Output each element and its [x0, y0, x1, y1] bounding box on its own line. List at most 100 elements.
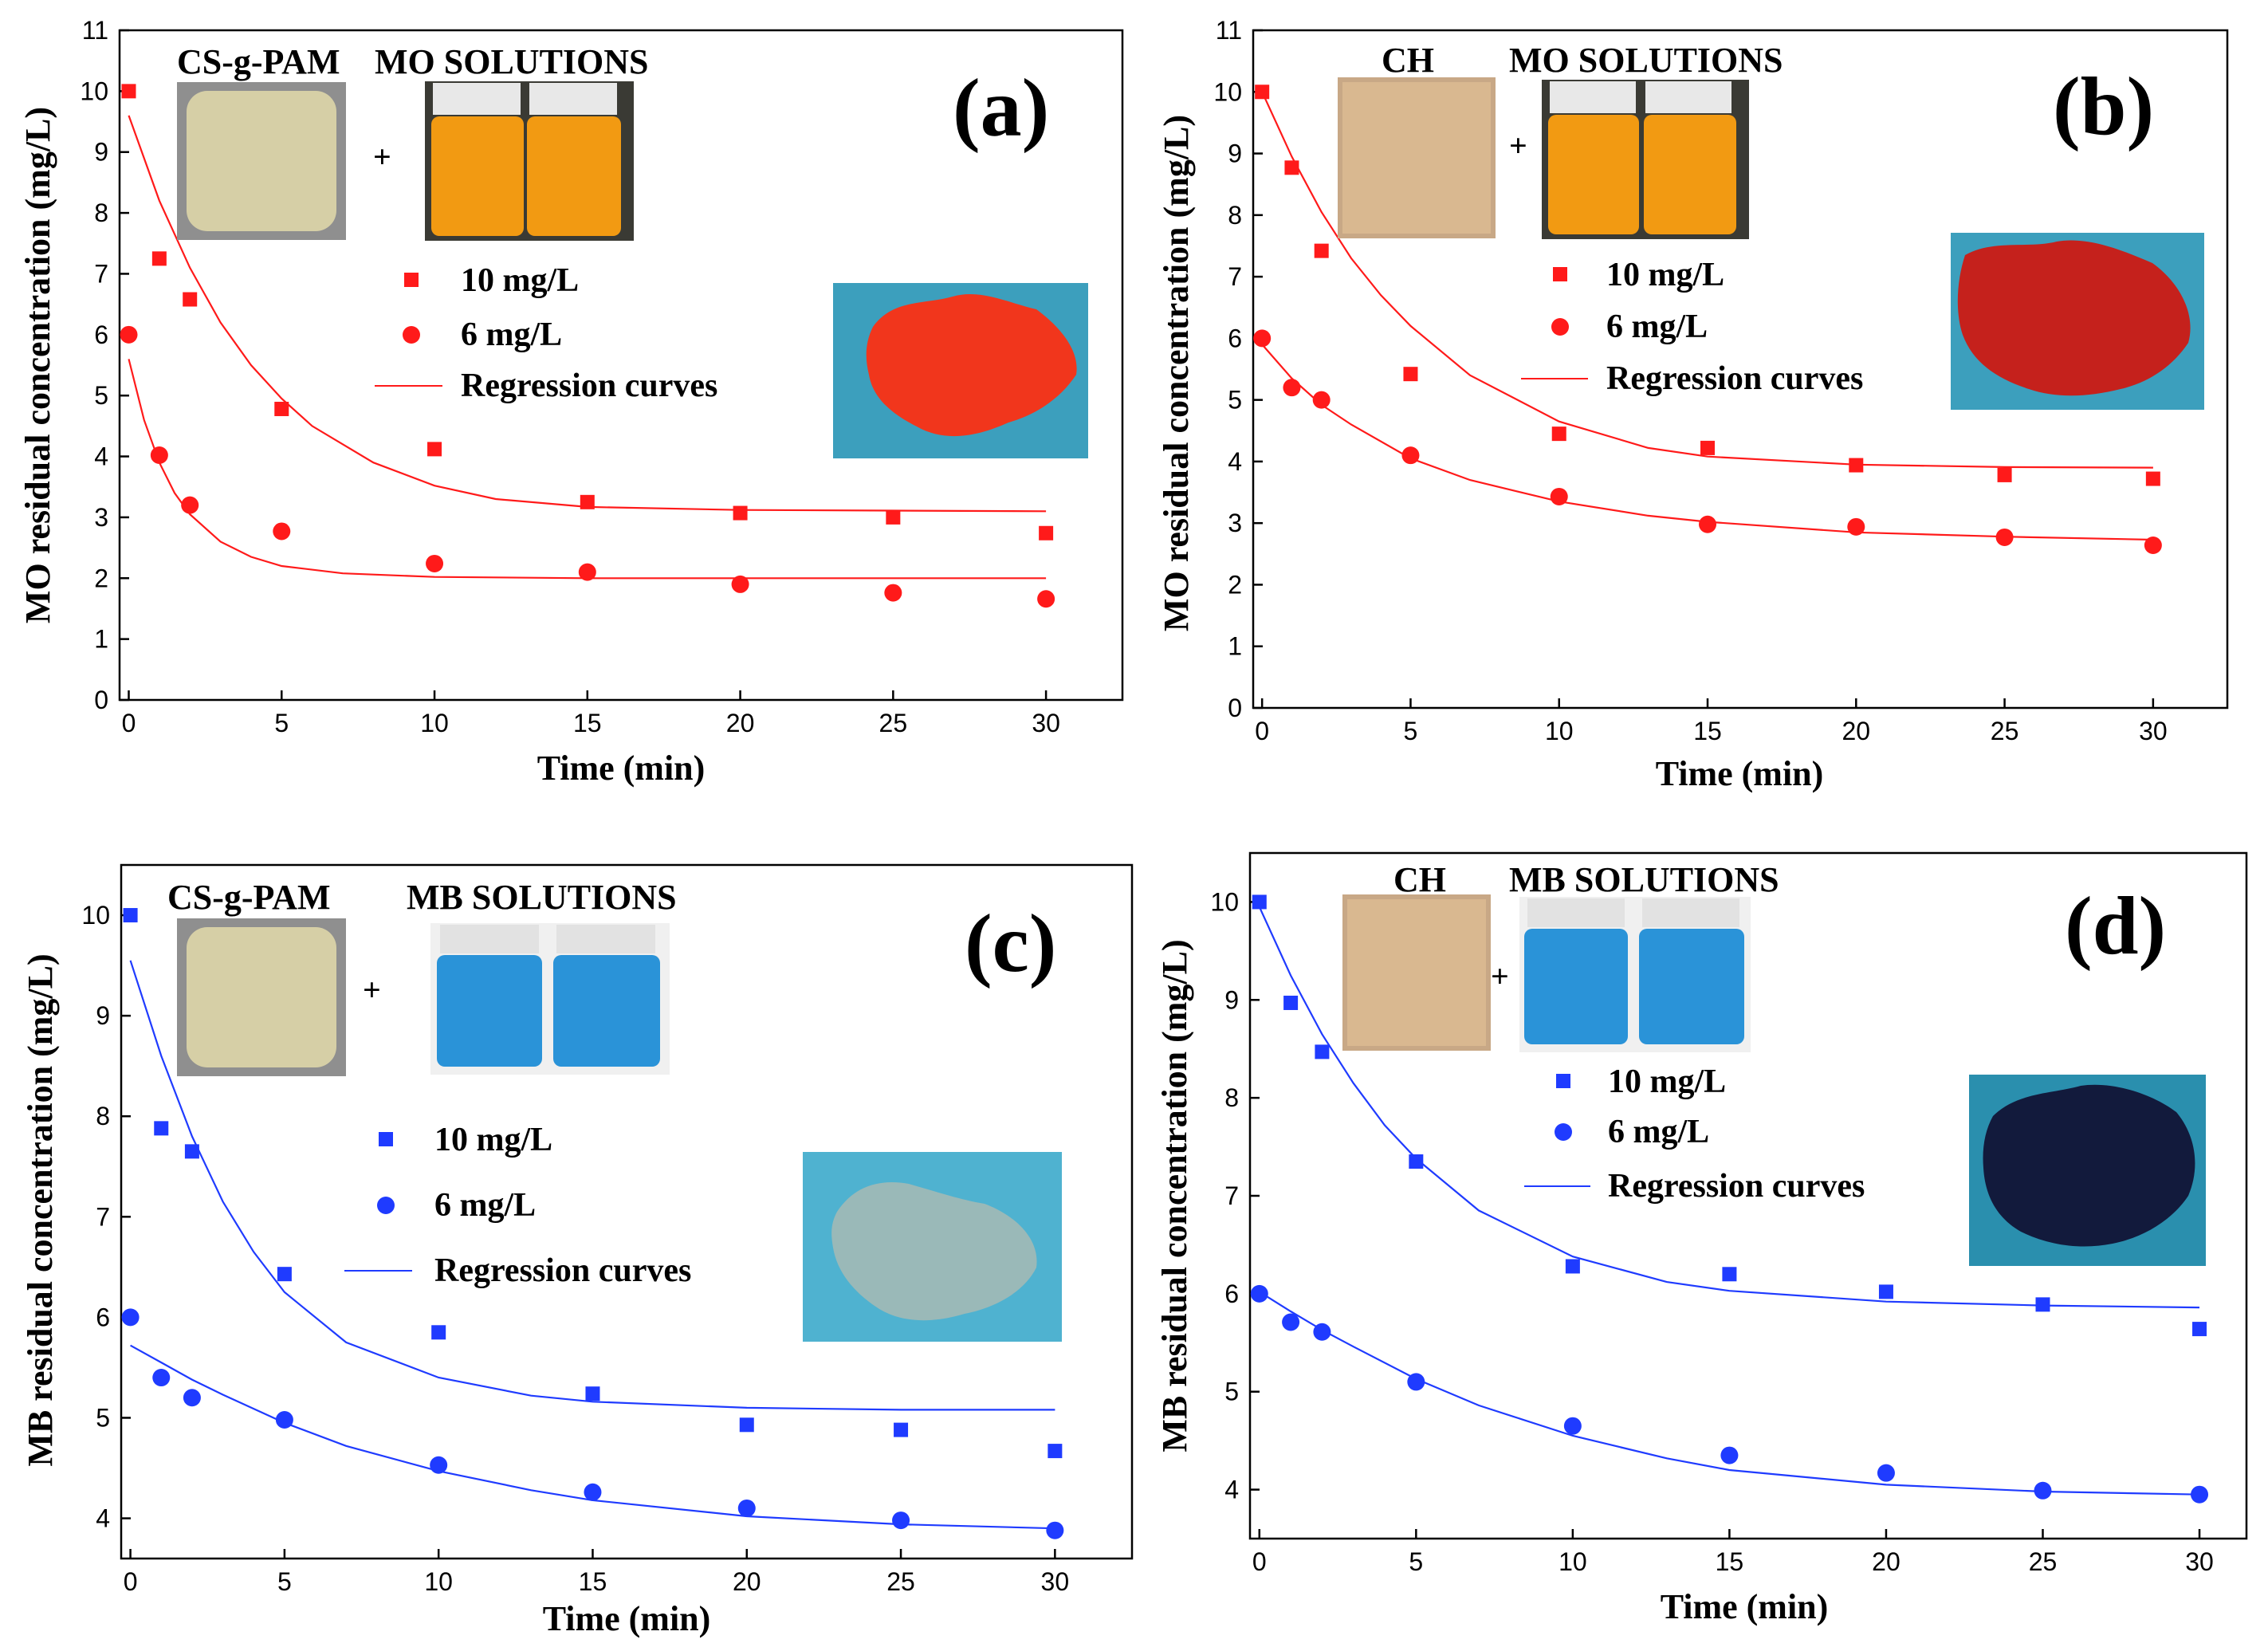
regression-curve	[130, 1344, 1055, 1530]
panel-a: 0 5 10 15 20 25 30 0 1 2 3 4 5 6 7 8 9 10 11 CS-g-PAM + MO…	[18, 16, 1124, 788]
result-photo	[803, 1152, 1062, 1342]
data-point-square	[2145, 471, 2160, 486]
data-point-circle	[884, 584, 902, 602]
data-point-circle	[150, 446, 168, 465]
data-point-square	[277, 1267, 292, 1282]
data-point-circle	[1550, 487, 1568, 505]
x-tick-label: 25	[1991, 717, 2019, 745]
legend-label-fit: Regression curves	[434, 1252, 691, 1289]
data-point-circle	[737, 1499, 756, 1517]
x-tick-label: 5	[277, 1567, 292, 1596]
adsorbent-photo	[1338, 77, 1496, 238]
legend: 10 mg/L 6 mg/L Regression curves	[1524, 1063, 1865, 1205]
legend-label-10: 10 mg/L	[434, 1122, 552, 1158]
adsorbent-photo	[1342, 894, 1491, 1051]
x-tick-label: 0	[124, 1567, 138, 1596]
data-point-circle	[183, 1389, 201, 1407]
data-point-circle	[120, 325, 138, 344]
x-tick-label: 10	[420, 709, 449, 737]
data-point-circle	[1847, 517, 1865, 536]
x-tick-label: 5	[1404, 717, 1418, 745]
data-point-square	[431, 1325, 446, 1340]
y-tick-label: 8	[1228, 201, 1242, 230]
legend-circle-marker	[403, 326, 420, 344]
y-tick-label: 6	[94, 320, 108, 349]
x-tick-label: 10	[1545, 717, 1574, 745]
x-tick-label: 0	[1255, 717, 1269, 745]
plus-sign: +	[1491, 958, 1509, 994]
data-point-circle	[1282, 1313, 1300, 1331]
data-point-circle	[584, 1483, 602, 1501]
y-tick-label: 7	[1224, 1181, 1239, 1210]
data-point-square	[123, 908, 138, 923]
y-tick-label: 4	[1228, 447, 1242, 476]
y-tick-label: 10	[1213, 77, 1242, 106]
legend-square-marker	[379, 1132, 393, 1146]
chart-marks: 0 5 10 15 20 25 30 0 1 2 3 4 5 6 7 8 9 10 11	[1213, 16, 2167, 745]
x-axis-title: Time (min)	[543, 1599, 711, 1638]
plus-sign: +	[363, 972, 381, 1008]
result-photo	[833, 283, 1088, 458]
data-point-square	[184, 1144, 199, 1159]
data-point-square	[1565, 1259, 1580, 1274]
data-point-square	[427, 442, 442, 457]
solution-photo	[430, 923, 670, 1075]
data-point-square	[2035, 1297, 2050, 1312]
y-tick-label: 4	[94, 442, 108, 471]
data-point-circle	[1563, 1417, 1582, 1435]
chart-marks: 0 5 10 15 20 25 30 4 5 6 7 8 9 10	[81, 901, 1069, 1596]
result-photo	[1951, 233, 2204, 410]
y-tick-label: 7	[1228, 262, 1242, 291]
data-point-circle	[152, 1369, 171, 1387]
data-point-circle	[1995, 528, 2014, 546]
y-tick-label: 9	[1224, 985, 1239, 1014]
x-tick-label: 25	[879, 709, 908, 737]
data-point-square	[183, 292, 198, 307]
data-point-square	[1700, 440, 1716, 455]
adsorbent-photo	[177, 918, 346, 1076]
data-point-square	[894, 1422, 909, 1437]
y-tick-label: 7	[96, 1202, 110, 1231]
plot-frame	[1252, 29, 2229, 710]
data-point-square	[1849, 458, 1864, 473]
panel-b: 0 5 10 15 20 25 30 0 1 2 3 4 5 6 7 8 9 10 11 CH + MO SOLUT…	[1157, 16, 2229, 793]
plus-sign: +	[1509, 128, 1527, 163]
legend-label-6: 6 mg/L	[1606, 309, 1708, 345]
data-point-circle	[892, 1511, 910, 1530]
y-tick-label: 10	[1210, 887, 1239, 916]
data-point-square	[1409, 1154, 1424, 1169]
solution-label: MO SOLUTIONS	[1509, 41, 1783, 80]
legend-circle-marker	[1555, 1123, 1572, 1141]
solution-label: MB SOLUTIONS	[407, 878, 677, 917]
x-tick-label: 0	[1252, 1547, 1267, 1576]
solution-label: MO SOLUTIONS	[375, 42, 649, 81]
data-point-square	[1315, 1044, 1330, 1059]
legend-square-marker	[404, 273, 419, 287]
solution-label: MB SOLUTIONS	[1509, 860, 1779, 899]
solution-photo	[1519, 897, 1751, 1052]
y-tick-label: 1	[94, 625, 108, 654]
y-axis-title: MO residual concentration (mg/L)	[18, 107, 57, 623]
data-point-circle	[121, 1308, 140, 1327]
y-tick-label: 0	[94, 686, 108, 714]
x-tick-label: 15	[579, 1567, 607, 1596]
y-tick-label: 10	[81, 901, 110, 930]
data-point-circle	[1283, 379, 1301, 397]
regression-curve	[129, 960, 1055, 1411]
data-point-circle	[273, 522, 291, 541]
regression-curve	[128, 359, 1047, 580]
legend: 10 mg/L 6 mg/L Regression curves	[1521, 257, 1863, 397]
x-tick-label: 30	[1041, 1567, 1070, 1596]
data-point-circle	[578, 563, 596, 581]
data-point-square	[886, 509, 901, 525]
data-point-square	[1997, 467, 2012, 482]
x-tick-label: 15	[1693, 717, 1722, 745]
y-tick-label: 9	[94, 138, 108, 167]
y-tick-label: 2	[1228, 570, 1242, 599]
y-tick-label: 1	[1228, 632, 1242, 661]
x-tick-label: 10	[424, 1567, 453, 1596]
data-point-square	[1878, 1284, 1893, 1299]
data-point-circle	[1312, 391, 1331, 409]
plot-frame	[118, 29, 1124, 702]
y-tick-label: 6	[96, 1303, 110, 1331]
